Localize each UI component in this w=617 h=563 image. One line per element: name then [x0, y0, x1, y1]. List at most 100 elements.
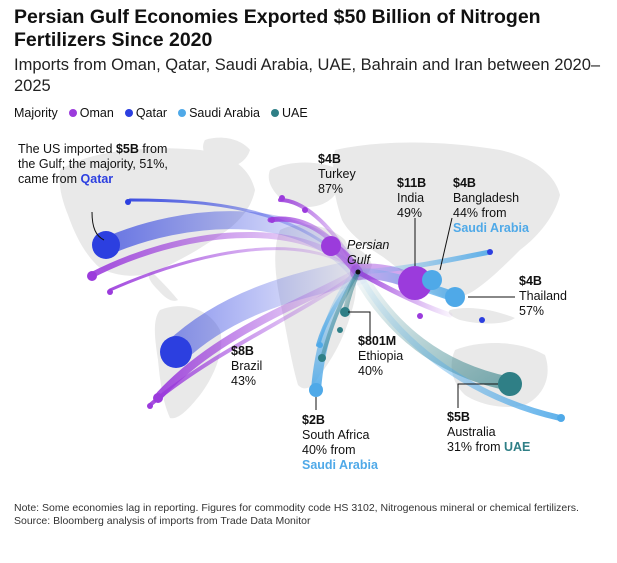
label-south-africa-value: $2B: [302, 413, 325, 427]
label-india-share: 49%: [397, 206, 423, 220]
marker-brazil: [160, 336, 192, 368]
flow-brazil-qatar: [162, 259, 371, 365]
flow-us-oman-3: [108, 247, 360, 292]
marker-origin: [355, 269, 361, 275]
leader-us: [91, 211, 105, 241]
marker-bangladesh: [422, 270, 442, 290]
label-bangladesh-value: $4B: [453, 176, 476, 190]
legend: Majority Oman Qatar Saudi Arabia UAE: [14, 106, 308, 120]
marker-argentina: [153, 393, 163, 403]
label-bangladesh: $4B Bangladesh 44% from Saudi Arabia: [453, 176, 529, 236]
land-greenland: [203, 137, 250, 167]
label-ethiopia-country: Ethiopia: [358, 349, 404, 363]
legend-item-oman: Oman: [68, 106, 114, 120]
label-australia-highlight: UAE: [503, 440, 531, 454]
origin-label: Persian Gulf: [347, 238, 390, 267]
flow-argentina: [148, 270, 360, 407]
label-thailand-country: Thailand: [519, 289, 567, 303]
label-bangladesh-highlight: Saudi Arabia: [453, 221, 529, 235]
label-australia: $5B Australia 31% from UAE: [447, 410, 530, 455]
label-bangladesh-country: Bangladesh: [453, 191, 520, 205]
marker-us: [92, 231, 120, 259]
marker-us-east: [125, 199, 131, 205]
marker-south-africa: [309, 383, 323, 397]
footer: Note: Some economies lag in reporting. F…: [14, 502, 614, 528]
leader-ethiopia: [348, 311, 371, 340]
leader-bangladesh: [439, 217, 453, 271]
marker-china: [487, 249, 493, 255]
footer-note: Note: Some economies lag in reporting. F…: [14, 502, 579, 514]
destination-markers: [87, 195, 565, 422]
land-europe: [268, 162, 342, 208]
label-south-africa-highlight: Saudi Arabia: [302, 458, 378, 472]
marker-mozambique: [317, 342, 323, 348]
legend-label: Majority: [14, 106, 58, 120]
legend-swatch-uae: [270, 109, 279, 117]
flow-new-zealand: [355, 269, 563, 421]
label-thailand-value: $4B: [519, 274, 542, 288]
label-us-text-b: from the Gulf; the majority, 51%, came f…: [18, 142, 168, 186]
legend-swatch-oman: [68, 109, 77, 117]
label-us-value: $5B: [115, 142, 139, 156]
label-turkey-value: $4B: [318, 152, 341, 166]
marker-us-west: [87, 271, 97, 281]
label-ethiopia-value: $801M: [358, 334, 397, 348]
label-australia-value: $5B: [447, 410, 470, 424]
label-south-africa-country: South Africa: [302, 428, 370, 442]
leader-australia: [457, 383, 498, 408]
footer-source: Source: Bloomberg analysis of imports fr…: [14, 515, 311, 527]
label-bangladesh-share: 44% from: [453, 206, 507, 220]
label-thailand-share: 57%: [519, 304, 545, 318]
marker-europe-3: [302, 207, 308, 213]
label-south-africa: $2B South Africa 40% from Saudi Arabia: [302, 413, 378, 473]
marker-turkey: [321, 236, 341, 256]
marker-india: [398, 266, 432, 300]
marker-sri-lanka: [417, 313, 423, 319]
label-australia-country: Australia: [447, 425, 496, 439]
marker-europe-2: [279, 195, 285, 201]
flow-brazil-oman: [156, 268, 362, 399]
marker-chile: [147, 403, 153, 409]
label-brazil-country: Brazil: [231, 359, 263, 373]
land-central-america: [148, 270, 178, 301]
land-asia: [332, 142, 560, 298]
marker-ethiopia: [340, 307, 350, 317]
label-turkey-share: 87%: [318, 182, 344, 196]
leader-lines: [91, 211, 515, 410]
label-brazil-value: $8B: [231, 344, 254, 358]
land-japan: [538, 200, 547, 225]
legend-item-uae: UAE: [270, 106, 308, 120]
label-india: $11B India 49%: [397, 176, 426, 221]
legend-text-saudi-arabia: Saudi Arabia: [189, 106, 260, 120]
chart-title: Persian Gulf Economies Exported $50 Bill…: [14, 6, 541, 51]
label-turkey: $4B Turkey 87%: [318, 152, 356, 197]
legend-swatch-qatar: [124, 109, 133, 117]
marker-kenya: [337, 327, 343, 333]
legend-text-qatar: Qatar: [135, 106, 168, 120]
marker-tanzania: [318, 354, 326, 362]
legend-text-uae: UAE: [281, 106, 308, 120]
flow-europe-2: [278, 198, 360, 274]
marker-australia: [498, 372, 522, 396]
legend-swatch-saudi-arabia: [178, 109, 187, 117]
label-us-text-a: The US imported: [18, 142, 116, 156]
marker-europe-1: [269, 217, 275, 223]
label-ethiopia-share: 40%: [358, 364, 384, 378]
flow-china: [355, 249, 493, 275]
label-ethiopia: $801M Ethiopia 40%: [358, 334, 403, 379]
marker-new-zealand: [557, 414, 565, 422]
label-india-value: $11B: [397, 176, 427, 190]
flow-east-africa-2: [316, 270, 360, 347]
label-india-country: India: [397, 191, 425, 205]
label-south-africa-share: 40% from: [302, 443, 356, 457]
label-us: The US imported $5B from the Gulf; the m…: [18, 142, 183, 187]
label-brazil-share: 43%: [231, 374, 257, 388]
label-brazil: $8B Brazil 43%: [231, 344, 262, 389]
legend-item-qatar: Qatar: [124, 106, 168, 120]
label-turkey-country: Turkey: [318, 167, 356, 181]
label-australia-share: 31% from: [447, 440, 501, 454]
land-indonesia: [448, 307, 515, 324]
chart-subtitle: Imports from Oman, Qatar, Saudi Arabia, …: [14, 56, 601, 95]
marker-indonesia: [479, 317, 485, 323]
